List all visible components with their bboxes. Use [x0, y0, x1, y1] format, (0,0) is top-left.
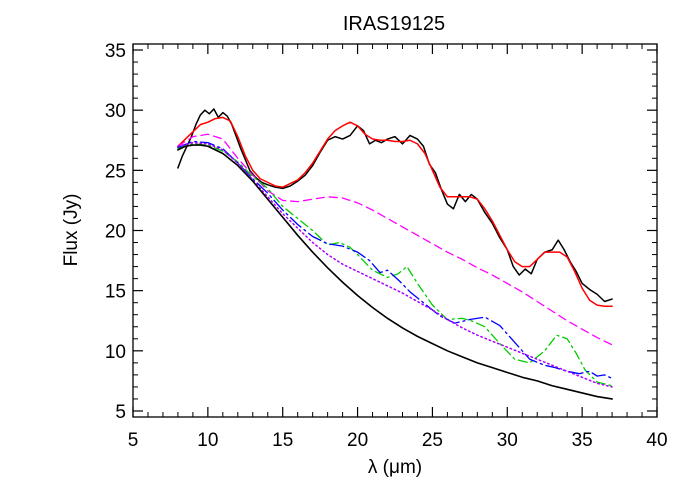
series-layer	[177, 108, 613, 400]
series-line-5	[177, 141, 613, 388]
x-tick-label: 10	[197, 430, 218, 451]
series-line-6	[177, 144, 613, 400]
series-line-2	[177, 133, 613, 346]
series-line-0	[177, 108, 613, 303]
y-tick-label: 10	[105, 342, 126, 363]
series-line-3	[177, 143, 613, 387]
x-tick-label: 5	[128, 430, 139, 451]
series-line-4	[177, 140, 613, 380]
y-axis-title: Flux (Jy)	[61, 194, 82, 267]
x-tick-label: 30	[497, 430, 518, 451]
y-tick-label: 5	[115, 402, 126, 423]
x-tick-label: 25	[422, 430, 443, 451]
y-tick-label: 30	[105, 101, 126, 122]
x-tick-label: 35	[572, 430, 593, 451]
plot-frame	[132, 43, 658, 418]
y-tick-label: 20	[105, 222, 126, 243]
x-tick-label: 20	[347, 430, 368, 451]
y-tick-label: 15	[105, 282, 126, 303]
y-tick-label: 35	[105, 41, 126, 62]
x-tick-label: 15	[272, 430, 293, 451]
chart-title: IRAS19125	[343, 13, 445, 35]
x-tick-label: 40	[646, 430, 667, 451]
y-tick-label: 25	[105, 161, 126, 182]
axis-ticks: 5 10 15 20 25 30 35 40 5 10 15 20 25 30 35	[105, 41, 668, 451]
series-line-1	[177, 116, 613, 308]
x-axis-title: λ (μm)	[368, 457, 422, 478]
